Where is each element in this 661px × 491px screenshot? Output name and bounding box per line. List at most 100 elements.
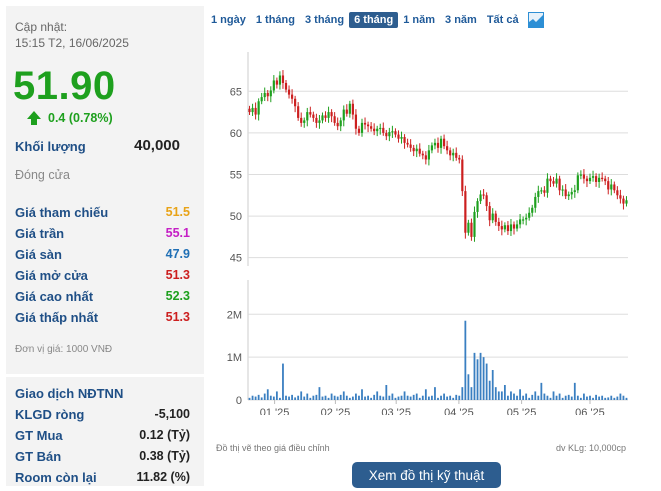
candle-body	[412, 147, 415, 152]
candle-body	[616, 190, 619, 196]
volume-bar	[522, 395, 525, 400]
volume-bar	[607, 397, 610, 400]
tab-1-day[interactable]: 1 ngày	[211, 14, 246, 26]
candle-body	[488, 206, 491, 221]
volume-bar	[279, 397, 281, 400]
candle-body	[461, 159, 464, 192]
volume-bar	[333, 395, 336, 400]
volume-bar	[534, 391, 537, 400]
area-chart-icon[interactable]	[527, 12, 544, 28]
volume-bar	[476, 359, 479, 400]
candle-body	[251, 107, 254, 113]
volume-bar	[358, 395, 360, 400]
tab-all[interactable]: Tất cả	[486, 14, 519, 26]
price-unit-note: Đơn vị giá: 1000 VNĐ	[15, 344, 113, 355]
stat-value: 47.9	[165, 247, 190, 261]
candle-body	[555, 178, 558, 184]
candle-body	[512, 224, 516, 229]
candle-body	[607, 181, 610, 190]
volume-bar	[513, 393, 515, 400]
candle-body	[260, 97, 263, 102]
volume-grid: 0 1M 2M	[227, 280, 628, 407]
candle-body	[360, 122, 364, 133]
candle-body	[473, 211, 476, 237]
volume-bar	[601, 395, 604, 400]
volume-bar	[321, 396, 324, 400]
volume-bar	[510, 391, 512, 400]
volume-bar	[528, 397, 531, 400]
candle-body	[540, 190, 543, 192]
volume-bar	[507, 395, 509, 400]
candle-body	[366, 124, 370, 127]
foreign-trading-title: Giao dịch NĐTNN	[15, 386, 124, 401]
stat-value: 51.3	[165, 268, 190, 282]
updated-time: 15:15 T2, 16/06/2025	[15, 36, 129, 50]
candle-body	[564, 189, 567, 197]
volume-bar	[546, 395, 549, 400]
foreign-label: Room còn lại	[15, 469, 97, 485]
candle-body	[506, 225, 510, 232]
x-axis: 01 '25 02 '25 03 '25 04 '25 05 '25 06 '25	[260, 400, 605, 415]
candle-body	[370, 126, 373, 129]
price-change: 0.4 (0.78%)	[48, 111, 113, 125]
tab-1-year[interactable]: 1 năm	[403, 14, 436, 26]
technical-chart-button[interactable]: Xem đồ thị kỹ thuật	[352, 462, 501, 488]
period-tabs: 1 ngày 1 tháng 3 tháng 6 tháng 1 năm 3 n…	[206, 12, 544, 28]
volume-bar	[519, 389, 521, 400]
candle-body	[619, 195, 622, 199]
candle-body	[610, 184, 613, 190]
candle-body	[391, 131, 394, 133]
candle-body	[455, 152, 458, 158]
candle-body	[482, 194, 485, 196]
stat-label: Giá tham chiếu	[15, 204, 109, 220]
x-tick-label: 02 '25	[321, 407, 351, 415]
candle-body	[379, 127, 382, 130]
candle-body	[376, 128, 379, 132]
candle-body	[433, 142, 437, 146]
volume-bar	[312, 395, 315, 400]
foreign-label: GT Bán	[15, 448, 62, 464]
tab-3-months[interactable]: 3 tháng	[304, 14, 345, 26]
candle-body	[591, 176, 595, 178]
stat-value: 51.5	[165, 205, 190, 219]
volume-bar	[421, 395, 424, 400]
volume-bar	[364, 396, 366, 400]
tab-1-month[interactable]: 1 tháng	[255, 14, 295, 26]
candle-body	[309, 112, 312, 115]
volume-bar	[373, 394, 376, 400]
tab-3-years[interactable]: 3 năm	[445, 14, 477, 26]
volume-bar	[449, 395, 452, 400]
candle-body	[452, 152, 455, 156]
volume-bar	[610, 395, 613, 400]
volume-bars	[248, 320, 628, 400]
tab-6-months[interactable]: 6 tháng	[349, 12, 399, 28]
volume-bar	[254, 396, 257, 400]
candle-body	[458, 157, 461, 160]
candle-body	[503, 225, 506, 230]
volume-bar	[479, 352, 482, 400]
candle-body	[315, 117, 318, 123]
volume-label: Khối lượng	[15, 139, 86, 154]
candle-body	[598, 177, 601, 182]
candle-body	[543, 190, 546, 193]
volume-bar	[257, 394, 260, 400]
candle-body	[528, 212, 531, 218]
volume-bar	[291, 394, 293, 400]
volume-bar	[555, 395, 558, 400]
foreign-row-buy: GT Mua 0.12 (Tỷ)	[15, 425, 190, 445]
candle-body	[594, 176, 598, 182]
volume-bar	[613, 397, 616, 400]
volume-bar	[589, 395, 591, 400]
candle-body	[257, 101, 260, 115]
volume-bar	[318, 387, 321, 400]
volume-bar	[446, 396, 449, 400]
candle-body	[485, 195, 488, 207]
candle-body	[269, 90, 272, 97]
volume-bar	[251, 395, 254, 400]
candle-body	[373, 128, 376, 132]
candle-body	[248, 108, 251, 113]
stat-label: Giá mở cửa	[15, 267, 88, 283]
candle-body	[476, 201, 479, 212]
candle-body	[318, 120, 321, 123]
price-tick-label: 55	[230, 169, 242, 181]
